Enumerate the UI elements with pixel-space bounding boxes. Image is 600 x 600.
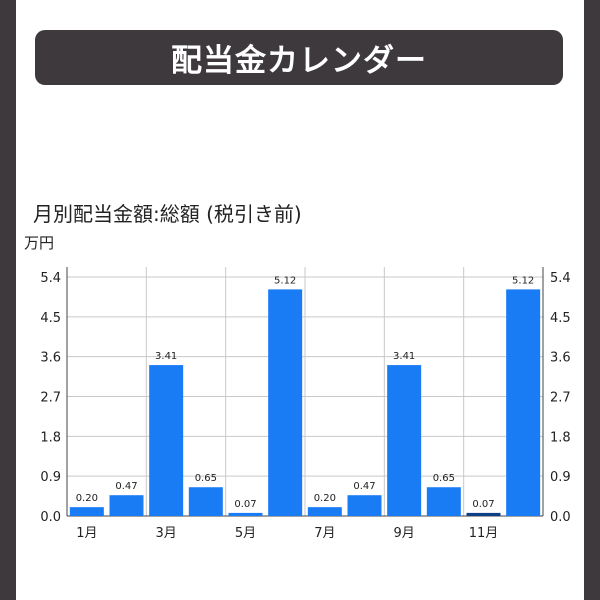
data-label: 5.12 (274, 275, 296, 286)
x-tick-label: 3月 (156, 526, 177, 541)
data-label: 3.41 (393, 351, 415, 362)
y-tick-label-left: 1.8 (40, 430, 61, 445)
data-label: 0.20 (76, 493, 98, 504)
x-tick-label: 9月 (394, 526, 415, 541)
x-tick-label: 7月 (314, 526, 335, 541)
banner-title: 配当金カレンダー (171, 43, 427, 79)
y-tick-label-left: 2.7 (40, 391, 61, 406)
y-tick-label-right: 0.0 (550, 510, 571, 525)
y-tick-label-left: 0.9 (40, 470, 61, 485)
bar-9月 (387, 365, 422, 516)
data-label: 0.47 (353, 481, 375, 492)
bar-1月 (69, 507, 104, 516)
y-tick-label-left: 4.5 (40, 311, 61, 326)
bar-10月 (426, 487, 461, 516)
chart-title: 月別配当金額:総額 (税引き前) (33, 202, 302, 226)
bar-7月 (307, 507, 342, 516)
bar-8月 (347, 495, 382, 516)
bar-6月 (268, 289, 303, 516)
bar-4月 (188, 487, 223, 516)
data-label: 0.07 (234, 499, 256, 510)
data-label: 3.41 (155, 351, 177, 362)
data-label: 0.47 (115, 481, 137, 492)
page-banner: 配当金カレンダー (35, 30, 563, 85)
y-tick-label-left: 0.0 (40, 510, 61, 525)
y-tick-label-left: 5.4 (40, 271, 61, 286)
bar-2月 (109, 495, 144, 516)
data-label: 0.65 (433, 473, 455, 484)
bar-3月 (149, 365, 184, 516)
data-label: 0.20 (314, 493, 336, 504)
y-tick-label-right: 3.6 (550, 351, 571, 366)
data-label: 0.07 (472, 499, 494, 510)
y-tick-label-right: 2.7 (550, 391, 571, 406)
y-axis-unit: 万円 (24, 234, 55, 252)
y-tick-label-right: 5.4 (550, 271, 571, 286)
y-tick-label-right: 0.9 (550, 470, 571, 485)
x-tick-label: 11月 (469, 526, 499, 541)
bar-11月 (466, 512, 501, 516)
data-label: 0.65 (195, 473, 217, 484)
x-tick-label: 5月 (235, 526, 256, 541)
bar-12月 (506, 289, 541, 516)
data-label: 5.12 (512, 275, 534, 286)
bar-5月 (228, 512, 263, 516)
y-tick-label-right: 4.5 (550, 311, 571, 326)
y-tick-label-left: 3.6 (40, 351, 61, 366)
y-tick-label-right: 1.8 (550, 430, 571, 445)
x-tick-label: 1月 (76, 526, 97, 541)
